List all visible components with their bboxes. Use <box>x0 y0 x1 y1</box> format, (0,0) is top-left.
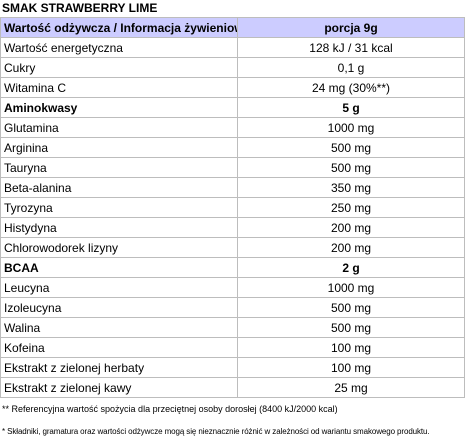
nutrient-value: 350 mg <box>237 177 465 198</box>
table-row: Ekstrakt z zielonej kawy 25 mg <box>0 377 465 398</box>
nutrient-name: Witamina C <box>0 77 238 98</box>
nutrient-value: 500 mg <box>237 157 465 178</box>
nutrient-value: 5 g <box>237 97 465 118</box>
nutrient-value: 0,1 g <box>237 57 465 78</box>
nutrient-name: Walina <box>0 317 238 338</box>
table-row: Glutamina 1000 mg <box>0 117 465 138</box>
nutrient-value: 500 mg <box>237 317 465 338</box>
flavor-title: SMAK STRAWBERRY LIME <box>2 1 158 15</box>
table-row: Aminokwasy 5 g <box>0 97 465 118</box>
table-row: Witamina C 24 mg (30%**) <box>0 77 465 98</box>
nutrition-table: Wartość odżywcza / Informacja żywieniowa… <box>0 17 465 398</box>
nutrient-value: 100 mg <box>237 357 465 378</box>
table-row: Walina 500 mg <box>0 317 465 338</box>
table-row: Leucyna 1000 mg <box>0 277 465 298</box>
nutrient-name: Glutamina <box>0 117 238 138</box>
nutrient-name: Tyrozyna <box>0 197 238 218</box>
nutrient-value: 250 mg <box>237 197 465 218</box>
nutrient-name: Kofeina <box>0 337 238 358</box>
nutrient-name: Cukry <box>0 57 238 78</box>
nutrient-value: 1000 mg <box>237 117 465 138</box>
nutrient-value: 200 mg <box>237 237 465 258</box>
nutrient-name: Arginina <box>0 137 238 158</box>
nutrient-value: 500 mg <box>237 297 465 318</box>
table-row: Ekstrakt z zielonej herbaty 100 mg <box>0 357 465 378</box>
nutrient-value: 100 mg <box>237 337 465 358</box>
table-row: Kofeina 100 mg <box>0 337 465 358</box>
table-row: Cukry 0,1 g <box>0 57 465 78</box>
nutrient-name: Wartość energetyczna <box>0 37 238 58</box>
table-row: BCAA 2 g <box>0 257 465 278</box>
table-row: Arginina 500 mg <box>0 137 465 158</box>
nutrient-value: 200 mg <box>237 217 465 238</box>
table-row: Histydyna 200 mg <box>0 217 465 238</box>
table-row: Chlorowodorek lizyny 200 mg <box>0 237 465 258</box>
nutrient-name: Chlorowodorek lizyny <box>0 237 238 258</box>
nutrient-name: Beta-alanina <box>0 177 238 198</box>
nutrient-value: 24 mg (30%**) <box>237 77 465 98</box>
nutrient-name: Ekstrakt z zielonej herbaty <box>0 357 238 378</box>
table-row: Tauryna 500 mg <box>0 157 465 178</box>
nutrient-value: 500 mg <box>237 137 465 158</box>
nutrient-name: Histydyna <box>0 217 238 238</box>
table-row: Beta-alanina 350 mg <box>0 177 465 198</box>
nutrient-value: 1000 mg <box>237 277 465 298</box>
nutrient-name: Aminokwasy <box>0 97 238 118</box>
header-nutrition-label: Wartość odżywcza / Informacja żywieniowa <box>0 17 238 38</box>
nutrient-name: BCAA <box>0 257 238 278</box>
table-header-row: Wartość odżywcza / Informacja żywieniowa… <box>0 17 465 38</box>
reference-footnote: ** Referencyjna wartość spożycia dla prz… <box>2 404 338 414</box>
nutrient-name: Izoleucyna <box>0 297 238 318</box>
table-row: Wartość energetyczna 128 kJ / 31 kcal <box>0 37 465 58</box>
nutrient-name: Tauryna <box>0 157 238 178</box>
header-portion-label: porcja 9g <box>237 17 465 38</box>
table-row: Tyrozyna 250 mg <box>0 197 465 218</box>
table-row: Izoleucyna 500 mg <box>0 297 465 318</box>
nutrient-value: 25 mg <box>237 377 465 398</box>
nutrient-name: Ekstrakt z zielonej kawy <box>0 377 238 398</box>
disclaimer-note: * Składniki, gramatura oraz wartości odż… <box>2 427 430 436</box>
nutrient-value: 128 kJ / 31 kcal <box>237 37 465 58</box>
nutrient-value: 2 g <box>237 257 465 278</box>
nutrient-name: Leucyna <box>0 277 238 298</box>
